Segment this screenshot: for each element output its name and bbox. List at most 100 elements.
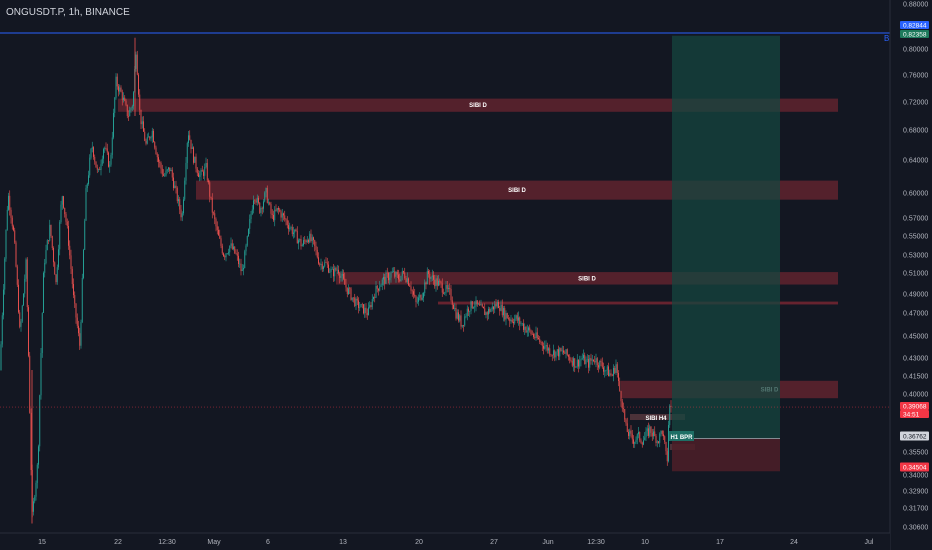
candle-body	[501, 304, 503, 316]
candle-body	[178, 199, 179, 202]
candle-body	[541, 342, 543, 346]
candle	[205, 157, 207, 169]
candle	[606, 365, 608, 376]
time-tick-label: 13	[339, 539, 347, 546]
candle-body	[104, 147, 106, 150]
candle	[610, 369, 612, 377]
candle	[330, 266, 332, 279]
candle-body	[618, 372, 619, 381]
candle-body	[58, 249, 59, 268]
candle	[576, 354, 578, 369]
candle-body	[580, 359, 582, 361]
stop-zone[interactable]	[672, 438, 780, 472]
candle-body	[563, 350, 564, 353]
candle	[416, 296, 418, 304]
candle	[226, 252, 228, 255]
time-axis[interactable]: 15 22 12:30 May 6 13 20 27 Jun 12:30 10 17 24 Jul	[0, 532, 890, 550]
candle	[180, 204, 182, 221]
candle	[98, 168, 99, 173]
candle	[614, 365, 616, 375]
candle-body	[376, 285, 378, 289]
candle	[463, 324, 464, 332]
candle-body	[594, 361, 596, 363]
candle-body	[519, 317, 521, 324]
candle	[624, 408, 626, 423]
candle-body	[374, 296, 376, 298]
candle	[29, 351, 31, 414]
candle	[615, 359, 617, 376]
sibi-h4-zone	[630, 414, 685, 420]
target-zone[interactable]	[672, 35, 780, 439]
candle-body	[623, 408, 624, 409]
candle	[369, 301, 371, 309]
candle	[253, 195, 254, 214]
candle	[34, 494, 36, 504]
candle	[245, 243, 247, 256]
candle-body	[480, 304, 482, 306]
candle-body	[80, 322, 82, 346]
time-tick-label: May	[207, 539, 221, 546]
candle-body	[641, 442, 643, 445]
candle-body	[414, 294, 416, 297]
candle-body	[429, 273, 431, 279]
candle-body	[464, 316, 466, 326]
candle	[540, 340, 542, 345]
candle	[329, 268, 331, 274]
price-axis[interactable]: 0.88000 0.80000 0.76000 0.72000 0.68000 0.640…	[889, 0, 932, 550]
candle-body	[446, 285, 448, 289]
candle	[388, 271, 389, 284]
candle-body	[521, 323, 523, 325]
candle-body	[566, 349, 568, 356]
candle	[260, 206, 262, 217]
candle	[405, 275, 407, 283]
candle	[76, 313, 78, 329]
sibi-zone	[118, 98, 838, 112]
candle-body	[653, 431, 654, 437]
candle-body	[210, 196, 212, 198]
candle	[55, 274, 57, 285]
time-tick-label: 20	[415, 539, 423, 546]
candle	[79, 327, 81, 350]
candle-body	[174, 185, 176, 188]
candle-body	[98, 169, 99, 170]
candle-body	[560, 348, 562, 352]
candle-body	[240, 263, 242, 272]
candle-body	[401, 271, 403, 276]
candle-body	[638, 431, 639, 435]
candle	[44, 259, 46, 278]
candle	[135, 51, 137, 72]
long-position-tool[interactable]: H1 BPR	[669, 35, 780, 472]
candle	[365, 303, 367, 318]
candle-body	[126, 104, 128, 117]
candle-body	[606, 366, 608, 371]
candle	[564, 350, 566, 354]
candle-body	[425, 282, 427, 285]
candle	[63, 195, 64, 209]
candle-body	[640, 440, 642, 443]
candle-body	[299, 239, 301, 241]
candle-body	[15, 242, 17, 267]
candle	[168, 167, 169, 172]
candle	[366, 308, 368, 320]
candle-body	[396, 271, 398, 275]
candle-body	[458, 312, 459, 321]
price-axis-bg	[890, 0, 932, 550]
candle-body	[140, 109, 142, 125]
candle	[373, 296, 374, 302]
candle-body	[115, 76, 117, 98]
candle-body	[478, 303, 479, 305]
candle-body	[14, 230, 16, 243]
candle-body	[204, 167, 206, 176]
candle	[203, 169, 204, 179]
candle-body	[625, 419, 627, 424]
candle-body	[279, 209, 281, 212]
candle-body	[529, 327, 531, 331]
candle	[109, 161, 111, 173]
candle	[611, 373, 613, 377]
price-tick-label: 0.43000	[903, 356, 928, 363]
candle-body	[605, 370, 607, 371]
candle-body	[399, 279, 401, 281]
candle-body	[6, 209, 8, 230]
candle	[631, 429, 633, 444]
